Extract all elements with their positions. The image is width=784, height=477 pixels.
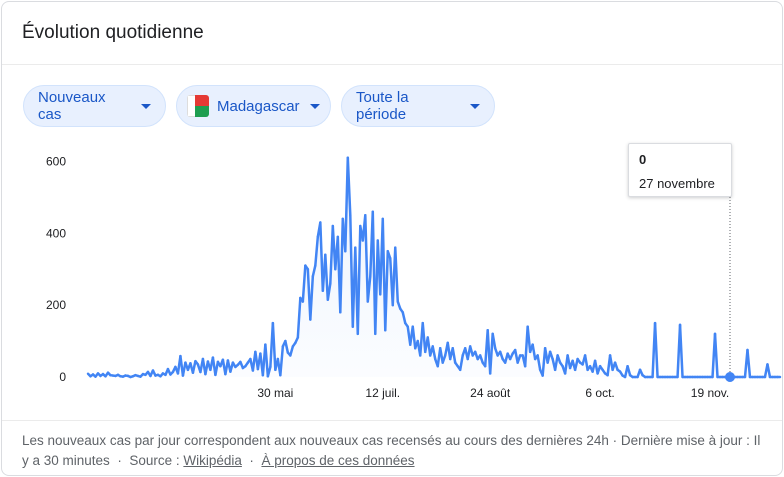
x-tick-label: 19 nov. (691, 386, 729, 400)
tooltip-value: 0 (639, 152, 647, 167)
x-tick-label: 12 juil. (365, 386, 400, 400)
series-line-segment (266, 365, 272, 378)
series-line-segment (746, 348, 752, 379)
about-data-link[interactable]: À propos de ces données (261, 453, 415, 468)
period-dropdown[interactable]: Toute la période (341, 85, 495, 127)
series-line-segment (478, 354, 484, 364)
y-tick-label: 0 (59, 370, 66, 384)
series-line-segment (366, 275, 372, 303)
series-line-segment (583, 354, 589, 372)
series-line-segment (713, 332, 719, 379)
series-line-segment (536, 354, 542, 372)
caret-down-icon (141, 103, 151, 109)
hover-point-marker (725, 372, 735, 382)
y-tick-label: 600 (46, 154, 66, 168)
series-line-segment (289, 345, 295, 357)
series-line-segment (214, 360, 220, 377)
series-line-segment (314, 235, 320, 267)
series-line-segment (613, 361, 619, 372)
series-line-segment (653, 321, 659, 379)
series-line-segment (396, 300, 402, 310)
series-line-segment (556, 354, 562, 364)
daily-cases-chart[interactable]: 0 200 400 600 30 mai 12 juil. 24 août 6 oct. 19… (2, 132, 783, 412)
series-line-segment (516, 354, 522, 364)
series-line-segment (326, 282, 332, 301)
series-line-segment (441, 354, 447, 364)
x-tick-label: 24 août (470, 386, 511, 400)
series-line-segment (626, 364, 632, 377)
country-dropdown[interactable]: Madagascar (176, 85, 331, 127)
footer-separator: · (117, 453, 122, 468)
series-line-segment (678, 323, 684, 379)
series-line-segment (573, 357, 579, 372)
footer-divider (2, 420, 782, 421)
series-line-segment (296, 296, 302, 339)
series-line-segment (531, 343, 537, 361)
series-line-segment (401, 311, 407, 325)
footer-description: Les nouveaux cas par jour correspondent … (22, 433, 761, 468)
tooltip-date: 27 novembre (639, 176, 715, 191)
country-dropdown-label: Madagascar (217, 97, 300, 115)
series-line-segment (411, 325, 417, 350)
series-line-segment (451, 347, 457, 364)
series-line-segment (394, 246, 400, 303)
series-line-segment (364, 214, 370, 303)
series-line-segment (431, 345, 437, 361)
card-title: Évolution quotidienne (22, 22, 204, 43)
caret-down-icon (309, 103, 320, 109)
series-line-segment (356, 224, 362, 336)
y-tick-label: 400 (46, 226, 66, 240)
series-line-segment (324, 253, 330, 301)
series-line-segment (311, 264, 317, 278)
series-line-segment (548, 350, 554, 361)
metric-dropdown[interactable]: Nouveaux cas (23, 85, 166, 127)
series-line-segment (458, 354, 464, 372)
footer-note: Les nouveaux cas par jour correspondent … (22, 431, 767, 471)
series-line-segment (339, 217, 345, 314)
wikipedia-source-link[interactable]: Wikipédia (183, 453, 242, 468)
x-tick-label: 6 oct. (585, 386, 614, 400)
series-line-segment (346, 156, 352, 217)
series-line-segment (491, 332, 497, 350)
madagascar-flag-icon (187, 95, 209, 117)
series-line-segment (309, 275, 315, 321)
series-line-segment (526, 325, 532, 354)
chart-tooltip: 0 27 novembre (628, 143, 732, 197)
series-line-segment (301, 264, 307, 303)
series-line-segment (766, 363, 772, 379)
y-tick-label: 200 (46, 298, 66, 312)
series-line-segment (264, 343, 270, 378)
caret-down-icon (470, 103, 480, 109)
series-line-segment (384, 249, 390, 332)
series-line-segment (191, 359, 197, 374)
series-line-segment (271, 321, 277, 372)
metric-dropdown-label: Nouveaux cas (38, 89, 106, 123)
source-label: Source : (129, 453, 180, 468)
footer-separator: · (249, 453, 254, 468)
series-line-segment (386, 249, 392, 260)
series-line-segment (284, 339, 290, 354)
header-divider (2, 64, 782, 65)
x-tick-label: 30 mai (257, 386, 293, 400)
series-line-segment (498, 350, 504, 361)
period-dropdown-label: Toute la période (356, 89, 409, 123)
series-line-segment (488, 332, 494, 375)
series-line-segment (279, 345, 285, 377)
